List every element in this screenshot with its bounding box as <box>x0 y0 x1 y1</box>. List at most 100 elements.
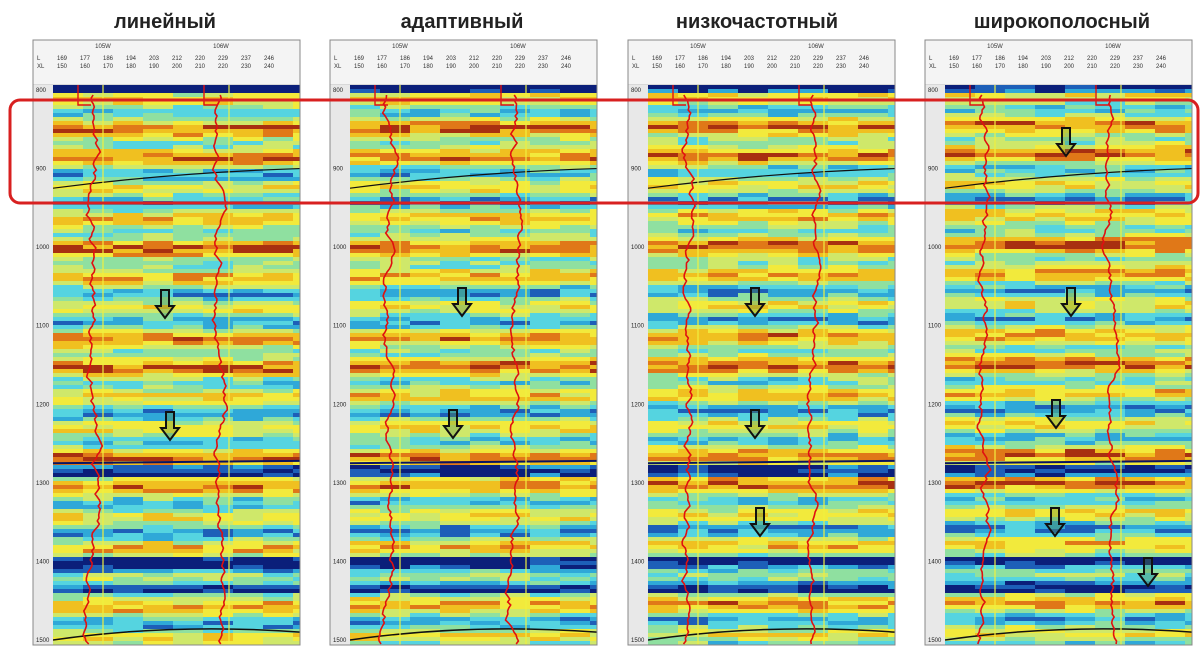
seismic-cell <box>1125 473 1156 478</box>
seismic-cell <box>828 553 859 558</box>
seismic-cell <box>83 297 114 302</box>
seismic-cell <box>1155 181 1186 186</box>
header-value: 229 <box>218 56 229 62</box>
seismic-cell <box>263 469 294 474</box>
seismic-cell <box>440 565 471 570</box>
seismic-cell <box>410 609 441 614</box>
seismic-cell <box>590 245 621 250</box>
seismic-cell <box>858 297 889 302</box>
time-tick: 1000 <box>333 245 347 251</box>
seismic-cell <box>440 357 471 362</box>
seismic-cell <box>945 125 976 130</box>
seismic-cell <box>410 113 441 118</box>
seismic-cell <box>708 137 739 142</box>
header-value: 170 <box>103 64 114 70</box>
header-value: 169 <box>354 56 365 62</box>
seismic-cell <box>83 125 114 130</box>
seismic-cell <box>470 573 501 578</box>
seismic-cell <box>53 177 84 182</box>
seismic-cell <box>173 557 204 562</box>
seismic-cell <box>590 393 621 398</box>
seismic-cell <box>1005 221 1036 226</box>
seismic-cell <box>113 265 144 270</box>
seismic-cell <box>53 513 84 518</box>
seismic-cell <box>1125 501 1156 506</box>
seismic-cell <box>173 421 204 426</box>
seismic-cell <box>1185 369 1203 374</box>
seismic-cell <box>708 181 739 186</box>
seismic-cell <box>678 553 709 558</box>
seismic-cell <box>828 249 859 254</box>
seismic-cell <box>440 253 471 258</box>
seismic-cell <box>173 225 204 230</box>
seismic-cell <box>678 385 709 390</box>
seismic-cell <box>440 597 471 602</box>
seismic-cell <box>440 89 471 94</box>
seismic-cell <box>828 181 859 186</box>
seismic-cell <box>53 373 84 378</box>
seismic-cell <box>945 377 976 382</box>
seismic-cell <box>380 157 411 162</box>
seismic-cell <box>1035 281 1066 286</box>
seismic-cell <box>233 333 264 338</box>
seismic-cell <box>858 369 889 374</box>
seismic-cell <box>53 429 84 434</box>
seismic-cell <box>470 141 501 146</box>
seismic-cell <box>768 441 799 446</box>
seismic-cell <box>173 633 204 638</box>
seismic-cell <box>53 289 84 294</box>
seismic-cell <box>83 321 114 326</box>
seismic-cell <box>263 533 294 538</box>
seismic-cell <box>350 221 381 226</box>
seismic-cell <box>858 225 889 230</box>
seismic-cell <box>410 453 441 458</box>
seismic-cell <box>648 129 679 134</box>
seismic-cell <box>113 561 144 566</box>
seismic-cell <box>113 229 144 234</box>
seismic-cell <box>410 193 441 198</box>
seismic-cell <box>263 505 294 510</box>
seismic-cell <box>350 625 381 630</box>
seismic-cell <box>1065 361 1096 366</box>
seismic-cell <box>678 309 709 314</box>
seismic-cell <box>263 485 294 490</box>
seismic-cell <box>975 509 1006 514</box>
seismic-cell <box>380 453 411 458</box>
seismic-cell <box>828 633 859 638</box>
seismic-cell <box>945 93 976 98</box>
seismic-cell <box>1125 497 1156 502</box>
seismic-cell <box>173 169 204 174</box>
seismic-cell <box>53 85 84 90</box>
seismic-cell <box>113 93 144 98</box>
seismic-cell <box>828 145 859 150</box>
seismic-cell <box>1065 165 1096 170</box>
seismic-cell <box>768 225 799 230</box>
seismic-cell <box>648 177 679 182</box>
seismic-cell <box>708 117 739 122</box>
seismic-cell <box>560 285 591 290</box>
seismic-cell <box>945 425 976 430</box>
seismic-cell <box>678 425 709 430</box>
seismic-cell <box>113 301 144 306</box>
seismic-cell <box>1155 385 1186 390</box>
seismic-cell <box>590 565 621 570</box>
seismic-cell <box>945 429 976 434</box>
seismic-cell <box>858 313 889 318</box>
seismic-cell <box>173 401 204 406</box>
seismic-cell <box>1125 437 1156 442</box>
seismic-cell <box>828 617 859 622</box>
seismic-cell <box>678 613 709 618</box>
header-value: 170 <box>400 64 411 70</box>
seismic-cell <box>263 385 294 390</box>
seismic-cell <box>410 425 441 430</box>
seismic-cell <box>263 417 294 422</box>
seismic-cell <box>530 277 561 282</box>
seismic-cell <box>173 253 204 258</box>
seismic-cell <box>858 353 889 358</box>
seismic-cell <box>233 301 264 306</box>
seismic-cell <box>678 117 709 122</box>
seismic-cell <box>678 277 709 282</box>
seismic-cell <box>440 145 471 150</box>
seismic-cell <box>350 261 381 266</box>
seismic-cell <box>888 529 919 534</box>
